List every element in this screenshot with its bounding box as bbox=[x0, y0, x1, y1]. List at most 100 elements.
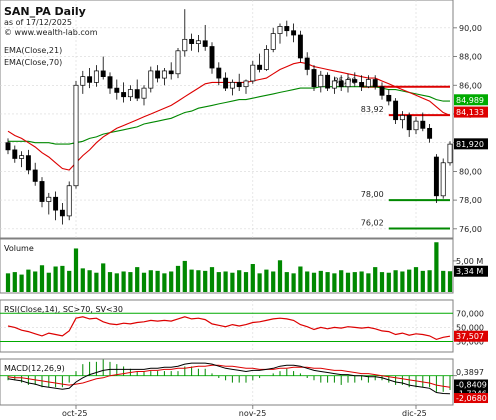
volume-bar bbox=[114, 273, 119, 292]
volume-bar bbox=[264, 269, 269, 292]
volume-bar bbox=[257, 273, 262, 292]
candle bbox=[311, 65, 317, 92]
candle-body bbox=[236, 82, 242, 88]
macd-lines bbox=[7, 362, 451, 395]
candle-body bbox=[93, 70, 99, 83]
volume-value-tag-bg bbox=[454, 265, 488, 277]
volume-bar bbox=[148, 270, 153, 292]
volume-panel: 5,00 M3,34 M Volume bbox=[0, 238, 488, 294]
price-level-label: 76,02 bbox=[361, 219, 384, 228]
candle-body bbox=[53, 196, 59, 211]
volume-bar bbox=[46, 272, 51, 292]
candle bbox=[25, 149, 31, 175]
rsi-value-tag-bg bbox=[454, 330, 488, 342]
macd-signal-line bbox=[7, 364, 451, 388]
candle bbox=[121, 82, 127, 103]
price-value-tag: 84,133 bbox=[454, 106, 488, 118]
candle bbox=[195, 35, 201, 53]
candle bbox=[93, 65, 99, 87]
candle-body bbox=[393, 100, 399, 121]
volume-title: Volume bbox=[4, 244, 34, 253]
candle-body bbox=[100, 70, 106, 78]
candle-body bbox=[46, 196, 52, 202]
candle bbox=[80, 70, 86, 94]
price-value-tag-bg bbox=[454, 106, 488, 118]
volume-bar bbox=[26, 269, 31, 292]
rsi-tick-label: 50,000 bbox=[456, 323, 484, 332]
volume-bar bbox=[427, 270, 432, 292]
volume-bar bbox=[379, 272, 385, 292]
volume-bar bbox=[250, 264, 255, 292]
as-of-date: as of 17/12/2025 bbox=[4, 18, 72, 27]
date-axis: oct-25 nov-25 dic-25 bbox=[62, 405, 427, 418]
candle-body bbox=[325, 74, 331, 89]
candle-body bbox=[257, 64, 263, 70]
volume-bar bbox=[277, 260, 283, 292]
candle-body bbox=[399, 115, 405, 121]
volume-bar bbox=[94, 272, 99, 292]
volume-bar bbox=[19, 274, 24, 292]
source-watermark: © www.wealth-lab.com bbox=[4, 28, 98, 37]
candle-body bbox=[121, 92, 127, 98]
volume-bar bbox=[400, 271, 405, 292]
price-tick-label: 88,00 bbox=[459, 53, 482, 62]
candle bbox=[277, 23, 283, 44]
macd-value-tag-label: -2,0680 bbox=[456, 394, 487, 403]
volume-series bbox=[5, 242, 453, 292]
volume-bar bbox=[237, 270, 242, 292]
rsi-tick-label: 70,000 bbox=[456, 309, 484, 318]
volume-bar bbox=[441, 270, 446, 292]
candle-body bbox=[338, 80, 344, 88]
price-value-tag-label: 84,133 bbox=[456, 108, 484, 117]
volume-bar bbox=[447, 271, 453, 292]
candle-body bbox=[175, 50, 181, 75]
volume-bar bbox=[284, 272, 289, 292]
volume-bar bbox=[305, 271, 310, 292]
candle bbox=[297, 30, 303, 63]
candle bbox=[53, 191, 59, 221]
rsi-series bbox=[7, 316, 451, 341]
candle-body bbox=[372, 79, 378, 88]
candle-body bbox=[182, 38, 188, 52]
macd-value-tag-bg bbox=[454, 393, 488, 404]
date-tick-label: oct-25 bbox=[62, 409, 88, 418]
volume-bar bbox=[60, 265, 65, 292]
candle bbox=[168, 62, 174, 80]
candle-body bbox=[277, 26, 283, 34]
volume-bar bbox=[135, 267, 140, 292]
candle bbox=[155, 65, 161, 83]
candle-body bbox=[114, 87, 120, 93]
volume-bar bbox=[298, 266, 303, 292]
candle-body bbox=[66, 185, 72, 217]
candle bbox=[107, 72, 113, 94]
candle-body bbox=[291, 30, 297, 36]
candle bbox=[182, 9, 188, 57]
indicator-label-ema21: EMA(Close,21) bbox=[4, 46, 62, 55]
volume-bar bbox=[339, 270, 344, 292]
volume-bar bbox=[128, 272, 133, 292]
volume-bar bbox=[413, 267, 419, 292]
candle bbox=[141, 85, 147, 106]
candle bbox=[284, 20, 290, 37]
volume-bar bbox=[162, 273, 167, 292]
volume-bar bbox=[420, 270, 425, 292]
candle-body bbox=[209, 46, 215, 69]
candle bbox=[250, 60, 256, 84]
candle-body bbox=[202, 40, 208, 47]
rsi-grid bbox=[0, 300, 453, 352]
volume-bar bbox=[87, 270, 92, 292]
price-tick-label: 80,00 bbox=[459, 167, 482, 176]
volume-bar bbox=[407, 269, 412, 292]
price-level-label: 78,00 bbox=[361, 190, 384, 199]
volume-bar bbox=[291, 273, 296, 292]
candle bbox=[216, 62, 222, 86]
volume-bar bbox=[5, 273, 11, 292]
date-tick-label: dic-25 bbox=[402, 409, 427, 418]
indicator-label-ema70: EMA(Close,70) bbox=[4, 58, 62, 67]
candle bbox=[161, 68, 167, 86]
candle bbox=[209, 42, 215, 74]
candle-body bbox=[345, 79, 351, 88]
candle bbox=[66, 181, 72, 221]
